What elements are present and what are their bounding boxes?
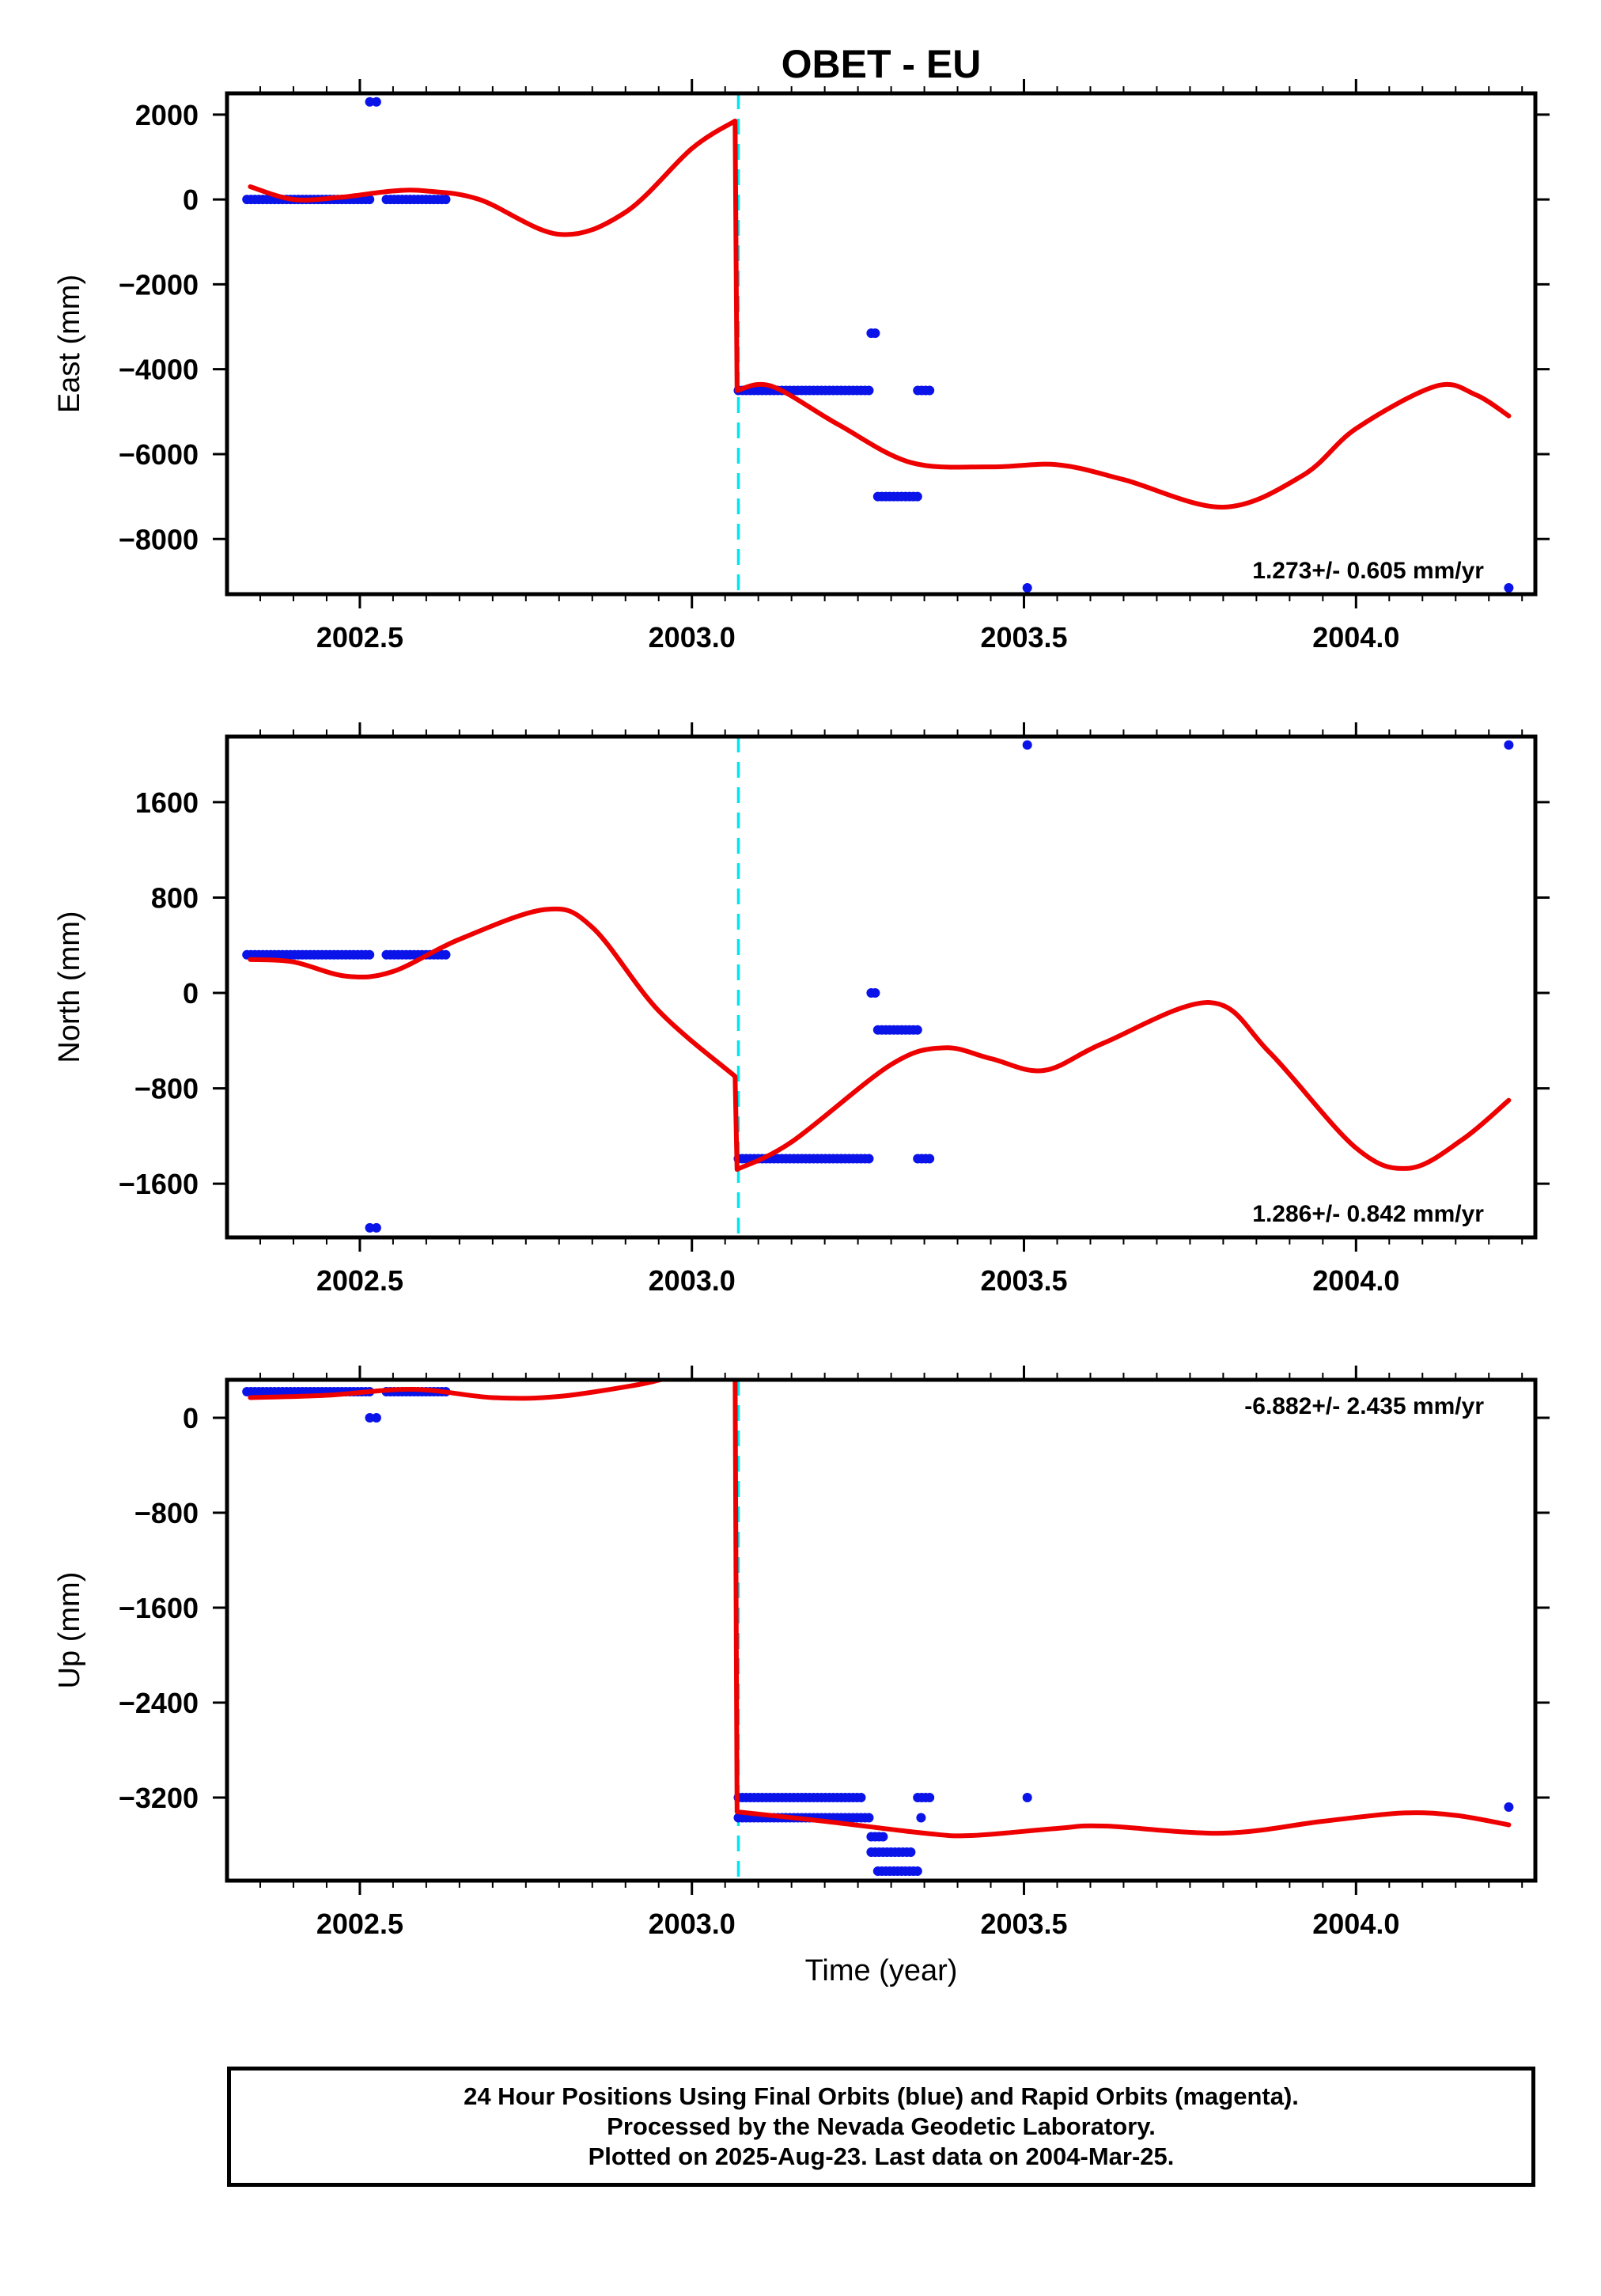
north-y-tick-label: 800 [151, 881, 199, 914]
up-x-tick-label: 2003.0 [649, 1908, 736, 1940]
north-y-tick-label: 0 [183, 977, 199, 1010]
east-position-point [912, 491, 922, 502]
north-x-tick-label: 2002.5 [316, 1264, 403, 1297]
east-x-tick-label: 2003.5 [980, 621, 1067, 654]
chart-title: OBET - EU [782, 42, 982, 86]
up-position-point [916, 1813, 926, 1823]
north-y-tick-label: −1600 [119, 1168, 199, 1200]
north-y-axis-label: North (mm) [53, 911, 86, 1063]
north-x-tick-label: 2003.0 [649, 1264, 736, 1297]
east-x-tick-label: 2003.0 [649, 621, 736, 654]
up-frame [225, 1377, 1538, 1883]
north-x-tick-label: 2003.5 [980, 1264, 1067, 1297]
up-y-tick-label: −3200 [119, 1782, 199, 1814]
east-position-point [371, 97, 381, 107]
north-y-tick-label: −800 [134, 1073, 199, 1105]
north-position-point [925, 1154, 935, 1164]
up-panel: 2002.5 2003.0 2003.5 2004.0 0 −800 −1600 −2400 −… [53, 1366, 1550, 1940]
up-x-tick-label: 2002.5 [316, 1908, 403, 1940]
east-y-tick-label: −4000 [119, 354, 199, 386]
up-y-tick-label: 0 [183, 1402, 199, 1434]
east-position-point [864, 385, 874, 396]
up-position-point [371, 1413, 381, 1423]
up-position-point [864, 1813, 874, 1823]
east-panel: 2002.5 2003.0 2003.5 2004.0 2000 0 −2000 −4000 −… [53, 79, 1550, 654]
east-position-point [441, 195, 451, 205]
east-y-tick-label: −2000 [119, 268, 199, 301]
north-plot-area [242, 737, 1514, 1237]
east-plot-area [242, 93, 1514, 594]
up-position-point [912, 1866, 922, 1876]
up-position-point [856, 1793, 866, 1802]
north-position-point [365, 1222, 375, 1233]
east-x-tick-label: 2004.0 [1312, 621, 1399, 654]
x-axis-label: Time (year) [805, 1954, 958, 1987]
north-position-point [441, 949, 451, 960]
north-position-point [1022, 740, 1032, 750]
north-velocity-label: 1.286+/- 0.842 mm/yr [1252, 1201, 1484, 1227]
up-y-tick-label: −1600 [119, 1592, 199, 1624]
east-y-axis-label: East (mm) [53, 275, 86, 413]
up-x-tick-label: 2004.0 [1312, 1908, 1399, 1940]
up-position-point [365, 1413, 375, 1423]
up-position-point [1022, 1793, 1032, 1802]
footer-line-2: Processed by the Nevada Geodetic Laborat… [607, 2112, 1156, 2140]
east-position-point [365, 195, 375, 205]
north-panel: 2002.5 2003.0 2003.5 2004.0 1600 800 0 −800 −160… [53, 722, 1550, 1297]
north-y-tick-label: 1600 [135, 786, 199, 819]
up-model-fit-line [248, 1380, 1512, 1839]
north-frame [225, 734, 1538, 1240]
up-position-point [878, 1832, 888, 1842]
east-y-tick-label: −8000 [119, 523, 199, 555]
north-position-point [864, 1154, 874, 1164]
east-position-point [365, 97, 375, 107]
up-y-axis-label: Up (mm) [53, 1572, 86, 1689]
up-y-tick-label: −2400 [119, 1687, 199, 1719]
north-position-point [912, 1025, 922, 1035]
east-frame [225, 91, 1538, 597]
up-position-point [1504, 1802, 1514, 1812]
footer-caption: 24 Hour Positions Using Final Orbits (bl… [227, 2067, 1535, 2187]
east-y-tick-label: 0 [183, 184, 199, 216]
east-position-point [870, 328, 880, 339]
footer-line-1: 24 Hour Positions Using Final Orbits (bl… [464, 2082, 1299, 2110]
up-x-tick-label: 2003.5 [980, 1908, 1067, 1940]
north-model-fit-line [248, 906, 1512, 1173]
east-y-tick-label: −6000 [119, 438, 199, 471]
up-plot-area [242, 1380, 1514, 1881]
east-position-point [1504, 583, 1514, 593]
footer-line-3: Plotted on 2025-Aug-23. Last data on 200… [588, 2143, 1175, 2170]
north-position-point [870, 988, 880, 998]
east-y-tick-label: 2000 [135, 99, 199, 131]
up-velocity-label: -6.882+/- 2.435 mm/yr [1244, 1393, 1484, 1419]
north-position-point [1504, 740, 1514, 750]
north-x-tick-label: 2004.0 [1312, 1264, 1399, 1297]
east-position-point [925, 385, 935, 396]
up-position-point [906, 1847, 916, 1857]
east-position-point [1022, 583, 1032, 593]
up-y-tick-label: −800 [134, 1497, 199, 1529]
east-x-tick-label: 2002.5 [316, 621, 403, 654]
east-velocity-label: 1.273+/- 0.605 mm/yr [1252, 558, 1484, 584]
up-position-point [925, 1793, 935, 1802]
north-position-point [365, 949, 375, 960]
north-position-point [371, 1222, 381, 1233]
east-model-fit-line [248, 118, 1512, 510]
